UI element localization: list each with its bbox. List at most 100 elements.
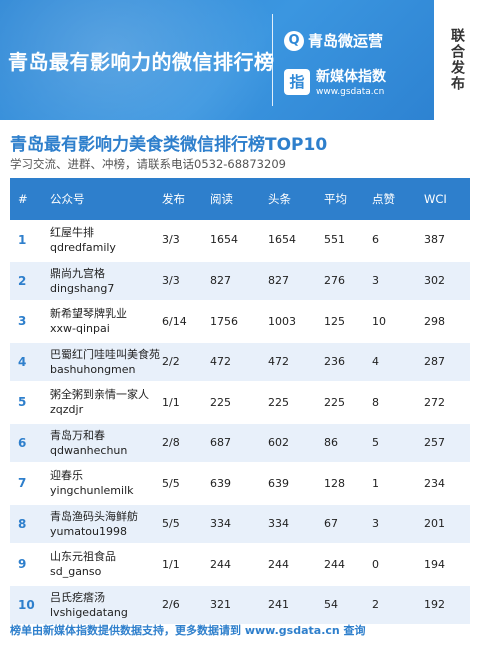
cell-rank: 1 bbox=[18, 232, 27, 247]
cell-account: 粥全粥到亲情一家人 zqzdjr bbox=[46, 382, 158, 423]
cell-average: 244 bbox=[324, 557, 345, 571]
banner-title: 青岛最有影响力的微信排行榜 bbox=[8, 50, 275, 74]
account-name: 粥全粥到亲情一家人 bbox=[50, 388, 149, 402]
account-id: dingshang7 bbox=[50, 281, 115, 295]
account-id: yingchunlemilk bbox=[50, 484, 134, 498]
cell-average: 236 bbox=[324, 355, 345, 369]
cell-wci: 272 bbox=[424, 395, 445, 409]
account-id: zqzdjr bbox=[50, 403, 84, 417]
col-header-headline: 头条 bbox=[268, 192, 291, 206]
account-name: 巴蜀红门哇哇叫美食苑 bbox=[50, 347, 160, 361]
cell-wci: 234 bbox=[424, 476, 445, 490]
joint-release-tag: 联合发布 bbox=[434, 0, 480, 120]
cell-wci: 201 bbox=[424, 517, 445, 531]
col-header-wci: WCI bbox=[424, 192, 447, 206]
col-header-average: 平均 bbox=[324, 192, 347, 206]
cell-average: 225 bbox=[324, 395, 345, 409]
cell-posts: 5/5 bbox=[162, 476, 180, 490]
cell-posts: 2/6 bbox=[162, 598, 180, 612]
account-id: sd_ganso bbox=[50, 565, 102, 579]
header-banner: 青岛最有影响力的微信排行榜 Q 青岛微运营 指 新媒体指数 www.gsdata… bbox=[0, 0, 480, 120]
cell-headline: 827 bbox=[268, 274, 289, 288]
account-name: 青岛万和春 bbox=[50, 428, 105, 442]
cell-wci: 298 bbox=[424, 314, 445, 328]
cell-account: 新希望琴牌乳业 xxw-qinpai bbox=[46, 301, 158, 342]
table-row: 5 粥全粥到亲情一家人 zqzdjr 1/1 225 225 225 8 272 bbox=[10, 382, 470, 423]
cell-average: 125 bbox=[324, 314, 345, 328]
cell-reads: 639 bbox=[210, 476, 231, 490]
cell-headline: 1003 bbox=[268, 314, 296, 328]
cell-wci: 192 bbox=[424, 598, 445, 612]
cell-headline: 241 bbox=[268, 598, 289, 612]
gsdata-logo-icon: 指 bbox=[284, 68, 310, 95]
cell-rank: 9 bbox=[18, 557, 27, 572]
joint-release-label: 联合发布 bbox=[449, 28, 465, 92]
cell-reads: 321 bbox=[210, 598, 231, 612]
cell-reads: 1756 bbox=[210, 314, 238, 328]
brand2-url: www.gsdata.cn bbox=[316, 87, 385, 97]
cell-likes: 3 bbox=[372, 517, 379, 531]
cell-wci: 257 bbox=[424, 436, 445, 450]
account-id: qdredfamily bbox=[50, 240, 116, 254]
cell-headline: 225 bbox=[268, 395, 289, 409]
cell-account: 巴蜀红门哇哇叫美食苑 bashuhongmen bbox=[46, 342, 160, 383]
cell-account: 吕氏疙瘩汤 lvshigedatang bbox=[46, 585, 158, 626]
cell-likes: 8 bbox=[372, 395, 379, 409]
cell-reads: 687 bbox=[210, 436, 231, 450]
account-id: yumatou1998 bbox=[50, 524, 127, 538]
table-row: 6 青岛万和春 qdwanhechun 2/8 687 602 86 5 257 bbox=[10, 422, 470, 464]
brand-gsdata: 指 新媒体指数 www.gsdata.cn bbox=[284, 66, 386, 97]
col-header-rank: # bbox=[18, 192, 28, 206]
table-row: 10 吕氏疙瘩汤 lvshigedatang 2/6 321 241 54 2 192 bbox=[10, 584, 470, 626]
cell-headline: 472 bbox=[268, 355, 289, 369]
cell-posts: 2/8 bbox=[162, 436, 180, 450]
account-id: bashuhongmen bbox=[50, 362, 136, 376]
page-subtitle: 学习交流、进群、冲榜，请联系电话0532-68873209 bbox=[10, 157, 286, 171]
cell-average: 551 bbox=[324, 233, 345, 247]
account-name: 鼎尚九宫格 bbox=[50, 266, 105, 280]
cell-account: 青岛万和春 qdwanhechun bbox=[46, 423, 158, 464]
account-id: xxw-qinpai bbox=[50, 322, 110, 336]
cell-average: 54 bbox=[324, 598, 338, 612]
account-name: 新希望琴牌乳业 bbox=[50, 307, 127, 321]
cell-reads: 472 bbox=[210, 355, 231, 369]
cell-rank: 3 bbox=[18, 314, 27, 329]
cell-likes: 3 bbox=[372, 274, 379, 288]
account-name: 迎春乐 bbox=[50, 469, 83, 483]
account-id: qdwanhechun bbox=[50, 443, 128, 457]
banner-divider bbox=[272, 14, 273, 106]
table-row: 1 红屋牛排 qdredfamily 3/3 1654 1654 551 6 387 bbox=[10, 220, 470, 261]
table-row: 9 山东元祖食品 sd_ganso 1/1 244 244 244 0 194 bbox=[10, 544, 470, 585]
account-id: lvshigedatang bbox=[50, 605, 128, 619]
col-header-posts: 发布 bbox=[162, 192, 185, 206]
cell-account: 迎春乐 yingchunlemilk bbox=[46, 463, 158, 504]
cell-likes: 0 bbox=[372, 557, 379, 571]
col-header-reads: 阅读 bbox=[210, 192, 233, 206]
table-header-row: # 公众号 发布 阅读 头条 平均 点赞 WCI bbox=[10, 178, 470, 220]
cell-rank: 10 bbox=[18, 597, 35, 612]
account-name: 青岛渔码头海鲜舫 bbox=[50, 509, 138, 523]
cell-reads: 1654 bbox=[210, 233, 238, 247]
cell-likes: 6 bbox=[372, 233, 379, 247]
qingdao-weiyunying-logo-icon: Q bbox=[284, 30, 304, 51]
cell-account: 青岛渔码头海鲜舫 yumatou1998 bbox=[46, 504, 158, 545]
cell-reads: 334 bbox=[210, 517, 231, 531]
col-header-account: 公众号 bbox=[50, 192, 85, 206]
ranking-table: # 公众号 发布 阅读 头条 平均 点赞 WCI 1 红屋牛排 qdredfamil… bbox=[10, 178, 470, 626]
table-row: 7 迎春乐 yingchunlemilk 5/5 639 639 128 1 234 bbox=[10, 463, 470, 504]
cell-rank: 7 bbox=[18, 476, 27, 491]
cell-posts: 3/3 bbox=[162, 233, 180, 247]
cell-reads: 827 bbox=[210, 274, 231, 288]
cell-posts: 1/1 bbox=[162, 557, 180, 571]
cell-headline: 639 bbox=[268, 476, 289, 490]
cell-rank: 6 bbox=[18, 435, 27, 450]
cell-average: 86 bbox=[324, 436, 338, 450]
cell-headline: 602 bbox=[268, 436, 289, 450]
cell-posts: 6/14 bbox=[162, 314, 187, 328]
account-name: 红屋牛排 bbox=[50, 225, 94, 239]
account-name: 吕氏疙瘩汤 bbox=[50, 590, 105, 604]
brand1-label: 青岛微运营 bbox=[308, 32, 384, 50]
cell-account: 山东元祖食品 sd_ganso bbox=[46, 544, 158, 585]
cell-likes: 2 bbox=[372, 598, 379, 612]
cell-wci: 387 bbox=[424, 233, 445, 247]
